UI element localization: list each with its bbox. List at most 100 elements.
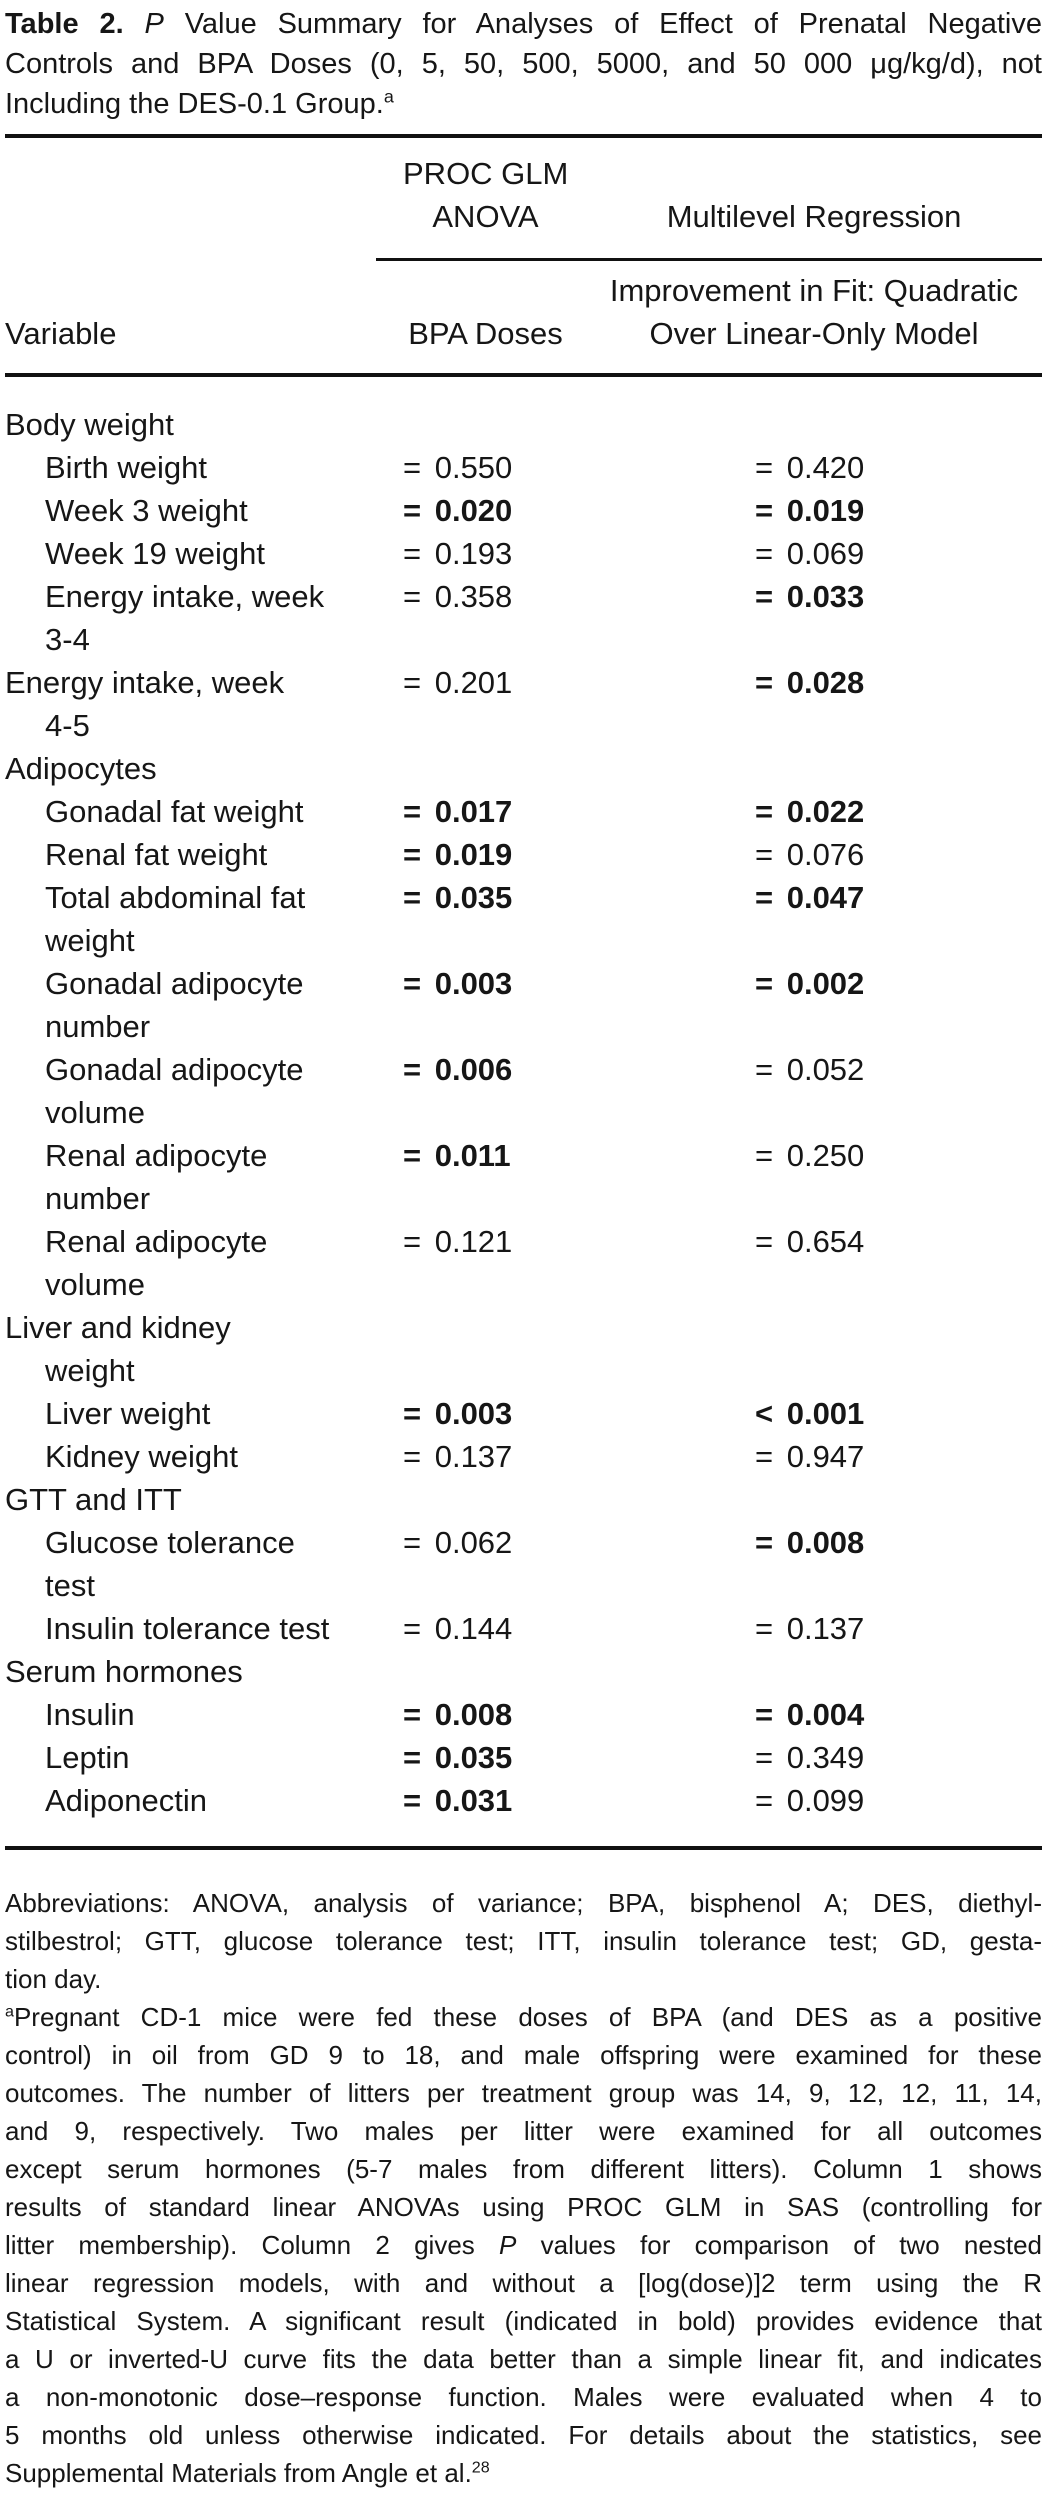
variable-label-continuation: number	[45, 1181, 151, 1216]
variable-label: Leptin	[45, 1740, 130, 1775]
variable-label: Week 19 weight	[45, 536, 265, 571]
regression-p-value-cell: = 0.250	[755, 1138, 865, 1173]
table-row: Glucose tolerance test = 0.062 = 0.008	[5, 1521, 1042, 1607]
section-row: Serum hormones	[5, 1650, 1042, 1693]
footnote-line: results of standard linear ANOVAs using …	[5, 2192, 1042, 2222]
variable-label: Week 3 weight	[45, 493, 248, 528]
regression-p-value-cell: = 0.028	[755, 665, 865, 700]
col-header-line: Improvement in Fit: Quadratic	[609, 273, 1019, 308]
col-group-proc-glm-anova: PROC GLM ANOVA	[403, 152, 568, 238]
regression-p-value-cell: = 0.047	[755, 880, 865, 915]
footnote-line: a U or inverted-U curve fits the data be…	[5, 2344, 1042, 2374]
regression-p-value-cell: = 0.654	[755, 1224, 865, 1259]
section-row: GTT and ITT	[5, 1478, 1042, 1521]
variable-label: Renal fat weight	[45, 837, 268, 872]
variable-label: Renal adipocyte	[45, 1138, 268, 1173]
variable-cell: Body weight	[5, 403, 403, 446]
variable-cell: Liver weight	[5, 1392, 403, 1435]
regression-p-value-cell: = 0.947	[755, 1439, 865, 1474]
regression-p-value-cell: = 0.069	[755, 536, 865, 571]
table-row: Insulin = 0.008 = 0.004	[5, 1693, 1042, 1736]
variable-cell: Gonadal adipocyte number	[5, 962, 403, 1048]
table-header: PROC GLM ANOVA Multilevel Regression Var…	[5, 138, 1042, 377]
table-row: Gonadal fat weight = 0.017 = 0.022	[5, 790, 1042, 833]
variable-cell: Serum hormones	[5, 1650, 403, 1693]
variable-cell: Energy intake, week 4-5	[5, 661, 403, 747]
regression-p-value-cell: < 0.001	[755, 1396, 865, 1431]
variable-cell: GTT and ITT	[5, 1478, 403, 1521]
anova-p-value-cell: = 0.193	[403, 536, 513, 571]
footnote-line: aPregnant CD-1 mice were fed these doses…	[5, 2002, 1042, 2032]
variable-label: Body weight	[5, 407, 174, 442]
anova-p-value-cell: = 0.035	[403, 880, 513, 915]
variable-label: Glucose tolerance	[45, 1525, 295, 1560]
footnote-line: Statistical System. A significant result…	[5, 2306, 1042, 2336]
anova-p-value-cell: = 0.550	[403, 450, 513, 485]
footnote-line: 5 months old unless otherwise indicated.…	[5, 2420, 1042, 2450]
table-row: Adiponectin = 0.031 = 0.099	[5, 1779, 1042, 1822]
anova-p-value-cell: = 0.019	[403, 837, 513, 872]
col-group-multilevel-regression: Multilevel Regression	[666, 199, 962, 234]
variable-cell: Gonadal adipocyte volume	[5, 1048, 403, 1134]
variable-cell: Leptin	[5, 1736, 403, 1779]
table-row: Energy intake, week 4-5 = 0.201 = 0.028	[5, 661, 1042, 747]
variable-label-continuation: number	[45, 1009, 151, 1044]
table-footnotes: Abbreviations: ANOVA, analysis of varian…	[5, 1884, 1042, 2492]
variable-cell: Insulin tolerance test	[5, 1607, 403, 1650]
footnote-line: litter membership). Column 2 gives P val…	[5, 2230, 1042, 2260]
table-row: Renal adipocyte number = 0.011 = 0.250	[5, 1134, 1042, 1220]
anova-p-value-cell: = 0.011	[403, 1138, 511, 1173]
footnote-line: and 9, respectively. Two males per litte…	[5, 2116, 1042, 2146]
variable-label: Liver weight	[45, 1396, 211, 1431]
col-header-variable: Variable	[5, 316, 117, 351]
table-row: Energy intake, week 3-4 = 0.358 = 0.033	[5, 575, 1042, 661]
variable-label: Total abdominal fat	[45, 880, 306, 915]
table-row: Week 19 weight = 0.193 = 0.069	[5, 532, 1042, 575]
variable-cell: Insulin	[5, 1693, 403, 1736]
variable-cell: Renal adipocyte number	[5, 1134, 403, 1220]
footnote-line: outcomes. The number of litters per trea…	[5, 2078, 1042, 2108]
anova-p-value-cell: = 0.017	[403, 794, 513, 829]
regression-p-value-cell: = 0.137	[755, 1611, 865, 1646]
col-header-improvement-in-fit: Improvement in Fit: Quadratic Over Linea…	[568, 269, 1042, 355]
table-row: Renal adipocyte volume = 0.121 = 0.654	[5, 1220, 1042, 1306]
header-spanner-rule	[376, 258, 1042, 261]
regression-p-value-cell: = 0.019	[755, 493, 865, 528]
col-group-line: PROC GLM	[403, 156, 569, 191]
column-header-row: Variable BPA Doses Improvement in Fit: Q…	[5, 261, 1042, 355]
table-title-line: Including the DES-0.1 Group.a	[5, 86, 394, 120]
col-group-line: ANOVA	[432, 199, 539, 234]
variable-label-continuation: weight	[45, 1353, 135, 1388]
anova-p-value-cell: = 0.137	[403, 1439, 513, 1474]
header-bottom-rule	[5, 373, 1042, 377]
footnote-line: control) in oil from GD 9 to 18, and mal…	[5, 2040, 1042, 2070]
table-row: Renal fat weight = 0.019 = 0.076	[5, 833, 1042, 876]
anova-p-value-cell: = 0.031	[403, 1783, 513, 1818]
anova-p-value-cell: = 0.201	[403, 665, 513, 700]
variable-label: GTT and ITT	[5, 1482, 182, 1517]
regression-p-value-cell: = 0.099	[755, 1783, 865, 1818]
variable-label: Insulin tolerance test	[45, 1611, 330, 1646]
footnote-line: except serum hormones (5-7 males from di…	[5, 2154, 1042, 2184]
col-header-line: Over Linear-Only Model	[649, 316, 979, 351]
col-header-bpa-doses: BPA Doses	[408, 316, 563, 351]
variable-label: Serum hormones	[5, 1654, 243, 1689]
regression-p-value-cell: = 0.002	[755, 966, 865, 1001]
anova-p-value-cell: = 0.144	[403, 1611, 513, 1646]
regression-p-value-cell: = 0.076	[755, 837, 865, 872]
variable-label-continuation: 4-5	[45, 708, 90, 743]
footnote-line: a non-monotonic dose–response function. …	[5, 2382, 1042, 2412]
table-bottom-rule	[5, 1846, 1042, 1850]
table-row: Gonadal adipocyte volume = 0.006 = 0.052	[5, 1048, 1042, 1134]
variable-label-continuation: volume	[45, 1267, 145, 1302]
variable-cell: Week 3 weight	[5, 489, 403, 532]
variable-label: Gonadal fat weight	[45, 794, 304, 829]
table-row: Kidney weight = 0.137 = 0.947	[5, 1435, 1042, 1478]
section-row: Liver and kidney weight	[5, 1306, 1042, 1392]
regression-p-value-cell: = 0.033	[755, 579, 865, 614]
anova-p-value-cell: = 0.020	[403, 493, 513, 528]
variable-label: Energy intake, week	[45, 579, 325, 614]
anova-p-value-cell: = 0.062	[403, 1525, 513, 1560]
table-row: Total abdominal fat weight = 0.035 = 0.047	[5, 876, 1042, 962]
anova-p-value-cell: = 0.035	[403, 1740, 513, 1775]
